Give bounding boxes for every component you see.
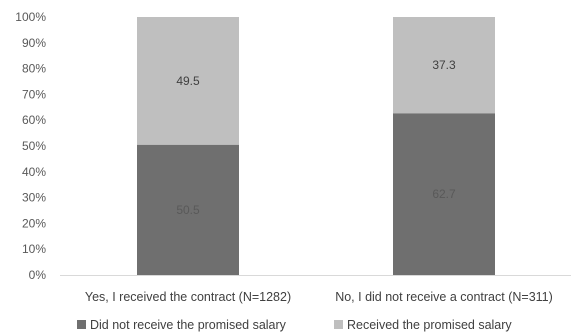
y-tick-label: 40%: [22, 165, 46, 179]
y-tick-label: 70%: [22, 87, 46, 101]
x-axis: Yes, I received the contract (N=1282) No,…: [60, 275, 571, 304]
legend: Did not receive the promised salary Recei…: [77, 318, 512, 332]
y-tick-label: 30%: [22, 191, 46, 205]
legend-swatch: [334, 320, 343, 329]
y-tick-label: 90%: [22, 36, 46, 50]
data-label: 50.5: [176, 203, 200, 217]
y-tick-label: 10%: [22, 242, 46, 256]
y-tick-label: 0%: [29, 268, 47, 282]
y-tick-label: 50%: [22, 139, 46, 153]
y-tick-label: 60%: [22, 113, 46, 127]
data-label: 62.7: [432, 187, 456, 201]
bar-segment: [137, 144, 239, 275]
data-label: 37.3: [432, 58, 456, 72]
y-tick-label: 80%: [22, 62, 46, 76]
y-tick-label: 100%: [15, 10, 46, 24]
x-category-label: No, I did not receive a contract (N=311): [335, 290, 553, 304]
legend-label: Did not receive the promised salary: [90, 318, 287, 332]
bars-group: 50.5 49.5 62.7 37.3: [137, 17, 495, 275]
bar-segment: [393, 17, 495, 114]
x-category-label: Yes, I received the contract (N=1282): [85, 290, 291, 304]
legend-label: Received the promised salary: [347, 318, 512, 332]
data-label: 49.5: [176, 74, 200, 88]
bar-segment: [393, 113, 495, 275]
y-tick-label: 20%: [22, 216, 46, 230]
bar-segment: [137, 17, 239, 145]
legend-swatch: [77, 320, 86, 329]
y-axis: 0% 10% 20% 30% 40% 50% 60% 70% 80% 90% 100%: [15, 10, 46, 282]
